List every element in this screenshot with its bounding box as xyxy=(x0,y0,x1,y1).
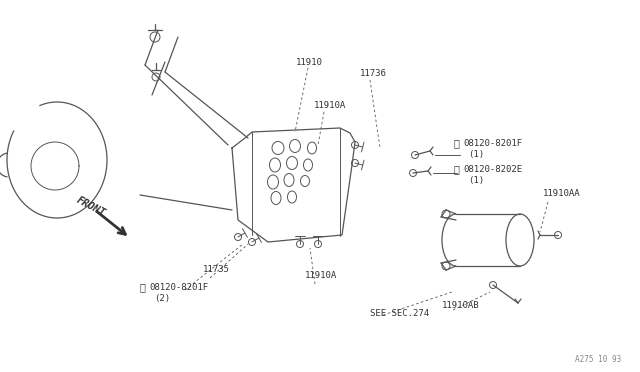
Text: Ⓑ: Ⓑ xyxy=(453,138,459,148)
Text: (2): (2) xyxy=(154,294,170,302)
Text: Ⓑ: Ⓑ xyxy=(139,282,145,292)
Text: 11910AA: 11910AA xyxy=(543,189,580,198)
Text: (1): (1) xyxy=(468,150,484,158)
Text: 11910A: 11910A xyxy=(305,272,337,280)
Text: A275 10 93: A275 10 93 xyxy=(575,356,621,365)
Text: 11736: 11736 xyxy=(360,68,387,77)
Text: SEE SEC.274: SEE SEC.274 xyxy=(370,308,429,317)
Text: 11910A: 11910A xyxy=(314,100,346,109)
Text: 08120-8202E: 08120-8202E xyxy=(463,164,522,173)
Text: 11910: 11910 xyxy=(296,58,323,67)
Text: FRONT: FRONT xyxy=(75,195,108,219)
Text: 08120-8201F: 08120-8201F xyxy=(463,138,522,148)
Text: 08120-8201F: 08120-8201F xyxy=(149,282,208,292)
Text: 11735: 11735 xyxy=(203,266,230,275)
Text: 11910AB: 11910AB xyxy=(442,301,479,311)
Text: Ⓑ: Ⓑ xyxy=(453,164,459,174)
Text: (1): (1) xyxy=(468,176,484,185)
